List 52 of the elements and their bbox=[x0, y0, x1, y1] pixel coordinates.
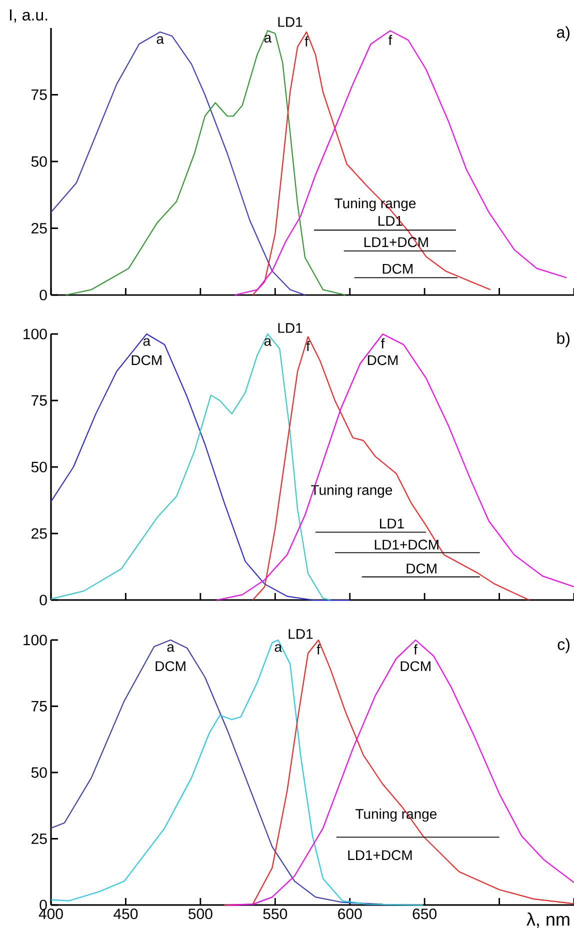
y-tick-label: 25 bbox=[32, 528, 47, 539]
text: LD1 bbox=[288, 629, 313, 639]
y-tick-label: 75 bbox=[32, 701, 47, 712]
x-tick-label: 400 bbox=[38, 908, 63, 920]
annotation: f bbox=[414, 644, 418, 654]
y-tick-label: 100 bbox=[24, 634, 47, 646]
annotation: f bbox=[306, 340, 310, 351]
annotation: DCM bbox=[132, 355, 162, 366]
y-tick-label: 25 bbox=[32, 222, 47, 234]
annotation: f bbox=[316, 644, 320, 654]
line-series bbox=[252, 336, 530, 601]
y-tick-label: 75 bbox=[32, 395, 47, 406]
x-tick-label: 450 bbox=[114, 908, 138, 920]
y-tick-label: 25 bbox=[32, 833, 47, 844]
annotation: DCM bbox=[156, 661, 186, 672]
y-axis-title: I, a.u. bbox=[10, 9, 48, 22]
x-tick-label: 550 bbox=[263, 908, 288, 920]
chart-title: b) bbox=[557, 332, 570, 348]
annotation: LD1 bbox=[380, 518, 404, 528]
y-tick-label: 75 bbox=[32, 90, 47, 100]
annotation: f bbox=[380, 338, 385, 348]
annotation: f bbox=[304, 36, 308, 46]
y-tick-label: 0 bbox=[40, 900, 47, 910]
annotation: DCM bbox=[382, 264, 412, 274]
x-tick-label: 650 bbox=[412, 908, 436, 920]
annotation: a bbox=[143, 338, 151, 346]
annotation: DCM bbox=[368, 355, 398, 366]
annotation: a bbox=[156, 36, 164, 44]
y-tick-label: 0 bbox=[40, 594, 47, 606]
annotation: LD1+DCM bbox=[348, 850, 412, 860]
line-series bbox=[216, 333, 574, 601]
annotation: DCM bbox=[406, 564, 436, 574]
annotation: a bbox=[264, 338, 272, 346]
y-tick-label: 100 bbox=[24, 328, 47, 340]
x-tick-label: 500 bbox=[188, 908, 212, 920]
x-tick-label: 600 bbox=[338, 908, 362, 920]
text: LD1 bbox=[278, 17, 302, 27]
line-series bbox=[252, 31, 491, 296]
annotation: a bbox=[274, 644, 282, 652]
annotation: a bbox=[264, 34, 272, 43]
x-axis-title: λ, nm bbox=[526, 912, 570, 928]
annotation: LD1+DCM bbox=[374, 540, 438, 550]
y-tick-label: 50 bbox=[31, 156, 47, 167]
annotation: f bbox=[388, 34, 392, 46]
y-tick-label: 0 bbox=[40, 290, 47, 300]
chart-title: a) bbox=[556, 26, 570, 42]
annotation: DCM bbox=[400, 661, 430, 672]
text: LD1 bbox=[278, 323, 302, 333]
annotation: a bbox=[167, 644, 174, 652]
chart-title: c) bbox=[558, 638, 570, 654]
y-tick-label: 50 bbox=[31, 462, 47, 472]
y-tick-label: 50 bbox=[31, 767, 47, 778]
